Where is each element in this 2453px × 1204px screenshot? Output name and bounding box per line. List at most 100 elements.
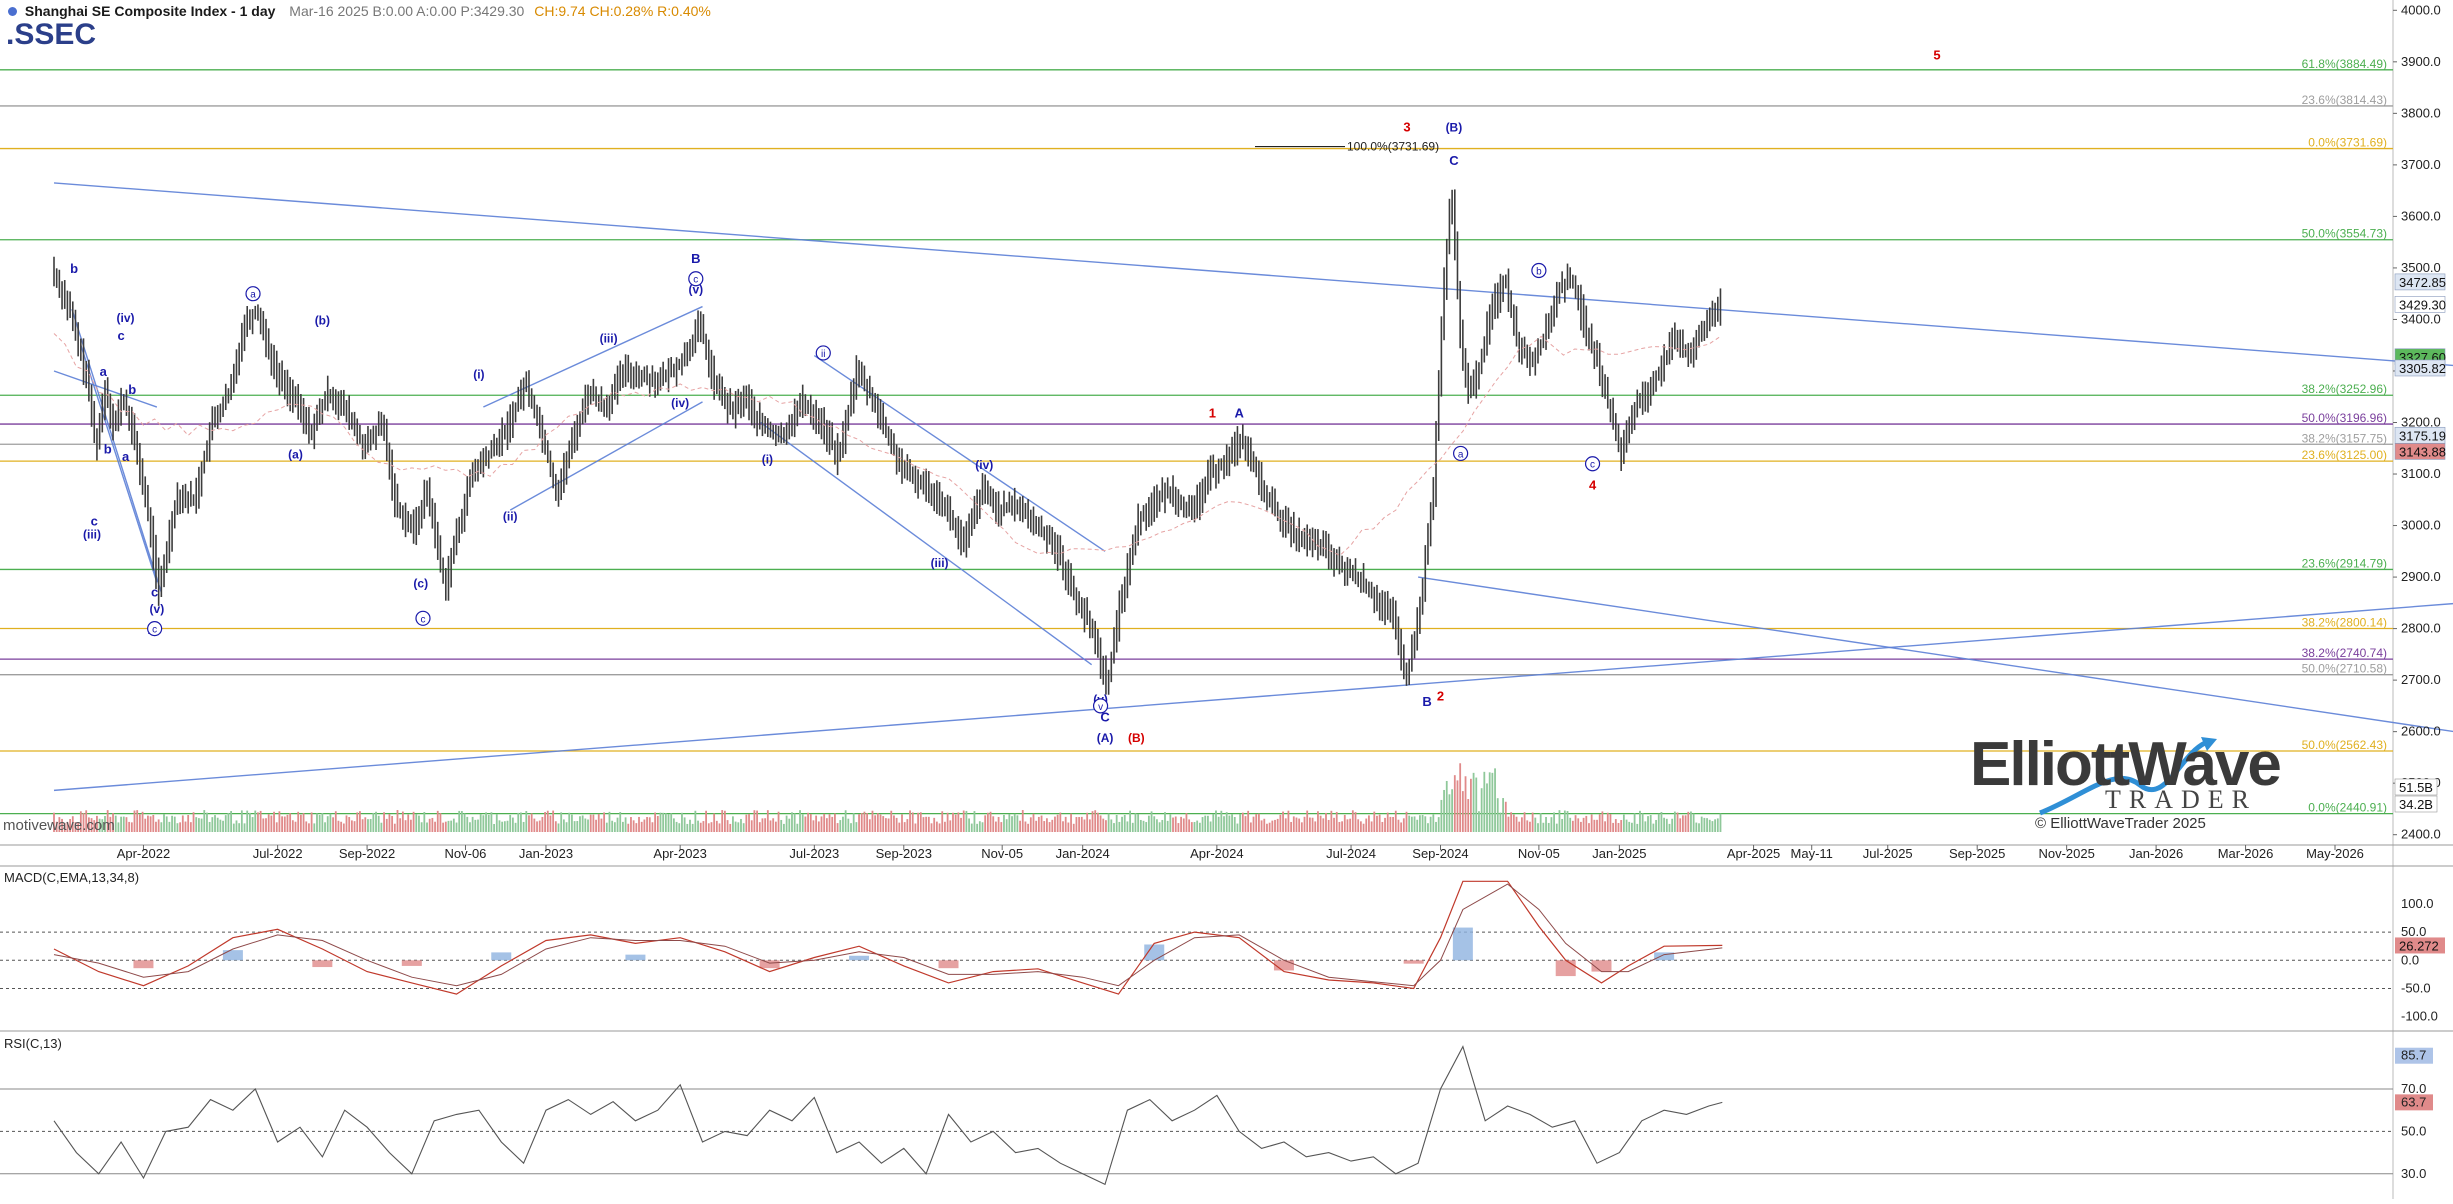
volume-bar bbox=[517, 812, 520, 832]
volume-bar bbox=[257, 812, 259, 832]
volume-bar bbox=[1354, 812, 1357, 832]
volume-bar bbox=[434, 821, 436, 832]
volume-bar bbox=[785, 815, 788, 832]
fib-100-label: 100.0%(3731.69) bbox=[1347, 140, 1439, 154]
macd-panel: 100.0 50.0 0.0 -50.0 -100.0 26.272 bbox=[0, 880, 2445, 1024]
volume-bar bbox=[1236, 823, 1239, 832]
volume-bar bbox=[200, 818, 203, 832]
volume-bar bbox=[377, 815, 380, 832]
volume-bar bbox=[1300, 822, 1303, 832]
volume-bar bbox=[447, 820, 450, 832]
rsi-tick-label: 70.0 bbox=[2401, 1081, 2426, 1096]
volume-bar bbox=[399, 818, 402, 832]
volume-bar bbox=[297, 811, 300, 832]
price-tick-label: 2700.0 bbox=[2401, 672, 2441, 687]
volume-bar bbox=[318, 815, 321, 832]
volume-bar bbox=[1684, 815, 1687, 832]
time-tick-label: Nov-05 bbox=[1518, 846, 1560, 861]
macd-histogram-bar bbox=[849, 955, 870, 961]
volume-bar bbox=[809, 813, 812, 832]
volume-bar bbox=[1362, 823, 1365, 832]
volume-bar bbox=[538, 820, 541, 832]
wave-label: 1 bbox=[1209, 405, 1216, 420]
volume-bar bbox=[184, 821, 187, 832]
macd-histogram-bar bbox=[1654, 952, 1675, 961]
volume-bar bbox=[997, 816, 1000, 832]
volume-bar bbox=[1631, 822, 1633, 832]
volume-bar bbox=[305, 821, 308, 832]
volume-bar bbox=[254, 810, 257, 832]
volume-bar bbox=[1453, 775, 1456, 832]
volume-bar bbox=[986, 812, 989, 832]
volume-bar bbox=[415, 813, 418, 832]
volume-bar bbox=[989, 811, 992, 832]
volume-bar bbox=[168, 821, 171, 832]
volume-bar bbox=[1682, 815, 1684, 832]
volume-bar bbox=[909, 810, 911, 832]
wave-circle bbox=[1531, 262, 1547, 279]
volume-bar bbox=[77, 822, 80, 832]
wave-label: c bbox=[151, 585, 158, 600]
volume-bar bbox=[691, 823, 694, 832]
volume-bar bbox=[1078, 817, 1081, 832]
volume-bar bbox=[772, 818, 775, 832]
volume-bar bbox=[576, 821, 579, 832]
volume-bar bbox=[675, 821, 678, 832]
volume-bar bbox=[1341, 821, 1343, 832]
volume-bar bbox=[1700, 816, 1703, 832]
volume-bar bbox=[1459, 763, 1462, 832]
volume-bar bbox=[375, 811, 377, 832]
volume-bar bbox=[715, 820, 718, 832]
volume-bar bbox=[1633, 813, 1636, 832]
volume-bar bbox=[1421, 814, 1424, 832]
volume-bar bbox=[1483, 771, 1486, 832]
volume-bar bbox=[106, 810, 109, 832]
volume-bar bbox=[230, 811, 233, 832]
volume-bar bbox=[1156, 819, 1158, 832]
volume-bar bbox=[699, 822, 702, 832]
volume-bar bbox=[1282, 811, 1284, 832]
volume-bar bbox=[1330, 810, 1333, 832]
volume-bar bbox=[1711, 821, 1714, 832]
volume-bar bbox=[1386, 812, 1389, 832]
volume-bar bbox=[1005, 819, 1008, 832]
volume-tag-label: 51.5B bbox=[2399, 780, 2433, 795]
volume-bar bbox=[981, 822, 984, 832]
volume-bar bbox=[222, 820, 224, 832]
wave-label: (iii) bbox=[600, 332, 618, 346]
volume-bar bbox=[1075, 817, 1078, 832]
wave-label: (v) bbox=[688, 283, 703, 297]
volume-bar bbox=[1054, 816, 1056, 832]
volume-bar bbox=[1239, 814, 1242, 832]
volume-bar bbox=[144, 818, 147, 832]
volume-bar bbox=[868, 819, 871, 832]
volume-bar bbox=[1185, 813, 1188, 832]
volume-bar bbox=[944, 821, 946, 832]
volume-bar bbox=[1003, 814, 1005, 832]
price-tick-label: 3900.0 bbox=[2401, 54, 2441, 69]
volume-bar bbox=[968, 818, 970, 832]
volume-bar bbox=[560, 812, 563, 832]
volume-bar bbox=[289, 813, 292, 832]
volume-bar bbox=[1593, 819, 1596, 832]
volume-bar bbox=[401, 811, 404, 832]
volume-bar bbox=[1298, 818, 1301, 832]
volume-bar bbox=[1204, 815, 1207, 832]
wave-label: b bbox=[104, 441, 112, 456]
volume-bar bbox=[600, 818, 603, 832]
volume-bar bbox=[348, 817, 351, 832]
wave-label: C bbox=[1449, 153, 1459, 168]
price-tick-label: 3100.0 bbox=[2401, 466, 2441, 481]
volume-bar bbox=[962, 810, 965, 832]
volume-bar bbox=[1714, 819, 1717, 832]
volume-bar bbox=[337, 820, 340, 832]
volume-bar bbox=[1244, 816, 1247, 832]
volume-bar bbox=[927, 816, 930, 832]
volume-bar bbox=[882, 816, 885, 832]
time-tick-label: Nov-05 bbox=[981, 846, 1023, 861]
wave-label: 4 bbox=[1589, 477, 1597, 492]
volume-bar bbox=[1628, 821, 1631, 832]
volume-bar bbox=[970, 823, 973, 832]
volume-bar bbox=[624, 817, 627, 832]
volume-bar bbox=[485, 812, 487, 832]
